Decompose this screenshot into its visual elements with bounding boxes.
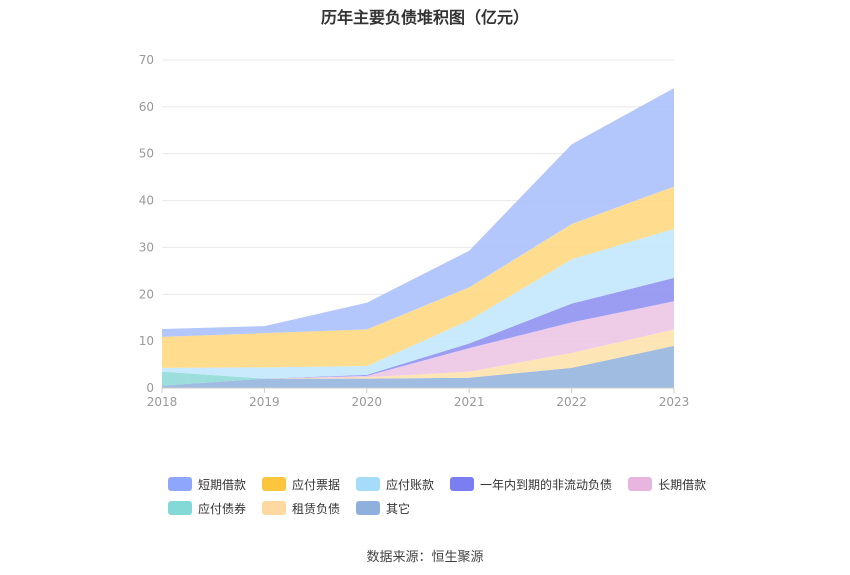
- legend-row-1: 短期借款 应付票据 应付账款 一年内到期的非流动负债 长期借款: [168, 472, 728, 496]
- area-series-3[interactable]: [162, 301, 674, 379]
- legend-swatch: [168, 477, 192, 491]
- area-series-0[interactable]: [162, 345, 674, 388]
- legend-item-bonds-payable[interactable]: 应付债券: [168, 500, 246, 517]
- legend-item-accounts-payable[interactable]: 应付账款: [356, 476, 434, 493]
- legend-item-other[interactable]: 其它: [356, 500, 410, 517]
- legend-swatch: [450, 477, 475, 491]
- legend-label: 其它: [386, 501, 411, 516]
- legend-row-2: 应付债券 租赁负债 其它: [168, 496, 728, 520]
- legend-swatch: [356, 501, 381, 515]
- legend-label: 长期借款: [658, 477, 707, 492]
- legend-swatch: [262, 477, 287, 491]
- legend-swatch: [168, 501, 192, 515]
- y-tick-label: 30: [139, 240, 154, 254]
- y-tick-label: 70: [139, 53, 154, 67]
- legend-swatch: [628, 477, 653, 491]
- legend-item-notes-payable[interactable]: 应付票据: [262, 476, 340, 493]
- legend-label: 租赁负债: [292, 501, 341, 516]
- source-note: 数据来源：恒生聚源: [366, 550, 484, 565]
- legend-swatch: [356, 477, 381, 491]
- x-tick-label: 2019: [249, 395, 280, 409]
- legend-item-long-term-loans[interactable]: 长期借款: [628, 476, 706, 493]
- legend-label: 应付债券: [198, 501, 247, 516]
- legend-item-current-noncurrent-liabilities[interactable]: 一年内到期的非流动负债: [450, 476, 612, 493]
- y-tick-label: 60: [139, 100, 154, 114]
- area-series-6[interactable]: [162, 186, 674, 368]
- legend-label: 一年内到期的非流动负债: [480, 477, 613, 492]
- y-tick-label: 50: [139, 147, 154, 161]
- legend-item-short-term-loans[interactable]: 短期借款: [168, 476, 246, 493]
- legend: 短期借款 应付票据 应付账款 一年内到期的非流动负债 长期借款 应付债券 租赁负…: [168, 472, 728, 520]
- axis-layer: 0 10 20 30 40 50 60 70 2018 2019 2020 2021 2022 2023: [139, 53, 690, 409]
- chart-title: 历年主要负债堆积图（亿元）: [320, 8, 529, 27]
- y-tick-label: 20: [139, 287, 154, 301]
- legend-swatch: [262, 501, 287, 515]
- x-tick-label: 2022: [556, 395, 587, 409]
- area-series-7[interactable]: [162, 88, 674, 337]
- area-series-5[interactable]: [162, 228, 674, 379]
- y-tick-label: 40: [139, 194, 154, 208]
- legend-label: 应付账款: [386, 477, 435, 492]
- area-series-1[interactable]: [162, 329, 674, 386]
- y-tick-label: 0: [146, 381, 154, 395]
- x-tick-label: 2023: [659, 395, 690, 409]
- x-tick-label: 2018: [147, 395, 178, 409]
- y-tick-label: 10: [139, 334, 154, 348]
- x-tick-label: 2021: [454, 395, 485, 409]
- legend-item-lease-liabilities[interactable]: 租赁负债: [262, 500, 340, 517]
- legend-label: 应付票据: [292, 477, 341, 492]
- area-layer: [162, 88, 674, 388]
- legend-label: 短期借款: [198, 477, 247, 492]
- area-series-2[interactable]: [162, 329, 674, 386]
- x-tick-label: 2020: [352, 395, 383, 409]
